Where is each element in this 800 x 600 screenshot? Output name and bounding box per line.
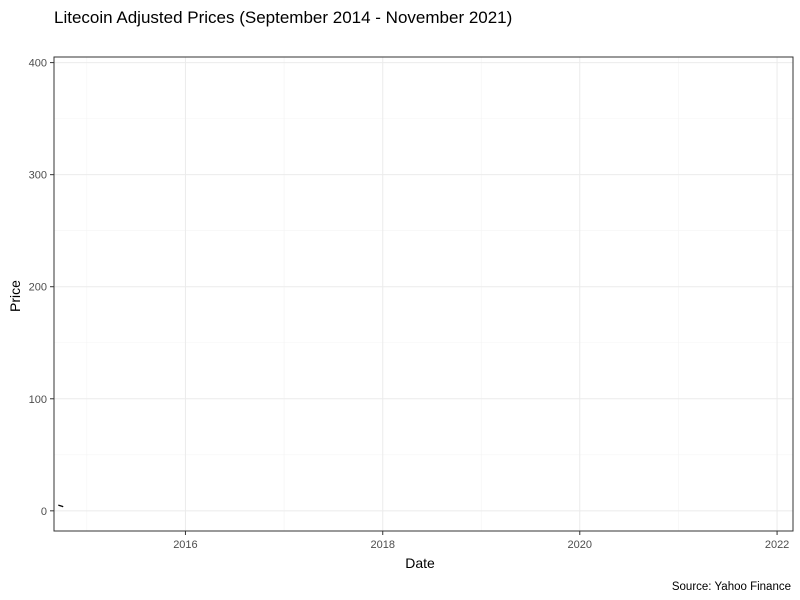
x-tick-label: 2020 [568, 539, 592, 551]
y-tick-label: 300 [29, 170, 47, 182]
y-tick-label: 200 [29, 282, 47, 294]
y-axis-title: Price [7, 280, 23, 312]
chart-title: Litecoin Adjusted Prices (September 2014… [54, 8, 512, 27]
panel-border [53, 56, 794, 532]
x-tick-label: 2016 [173, 539, 197, 551]
y-tick-label: 100 [29, 394, 47, 406]
source-caption: Source: Yahoo Finance [672, 581, 791, 593]
x-tick-label: 2022 [765, 539, 789, 551]
x-axis-title: Date [405, 555, 435, 571]
axes: 2016 2018 2020 2022 0 100 200 300 400 [29, 58, 790, 551]
x-tick-label: 2018 [371, 539, 395, 551]
price-series-line [58, 504, 64, 508]
y-tick-label: 0 [41, 506, 47, 518]
series-layer [58, 504, 64, 508]
y-tick-label: 400 [29, 58, 47, 70]
grid [54, 57, 793, 531]
